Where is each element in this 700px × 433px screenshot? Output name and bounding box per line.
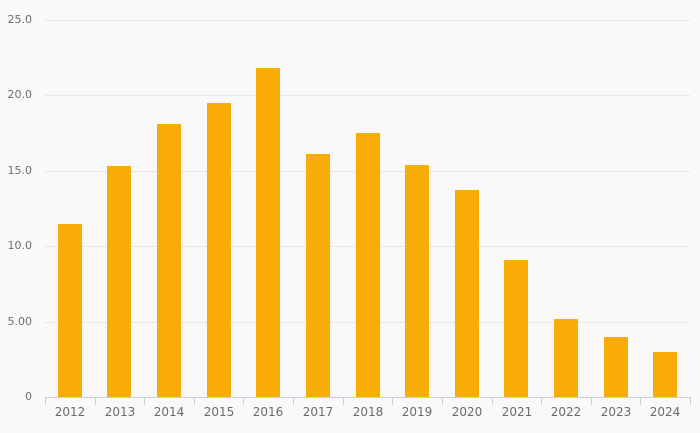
x-axis-tick: [492, 397, 493, 405]
x-axis-category-label: 2012: [54, 405, 86, 419]
x-axis-tick: [442, 397, 443, 405]
bar-2022[interactable]: [554, 319, 578, 397]
bar-2019[interactable]: [405, 165, 429, 397]
y-axis-tick-label: 10.0: [7, 239, 33, 252]
x-axis-tick: [45, 397, 46, 405]
bar-2016[interactable]: [256, 68, 280, 397]
x-axis-category-label: 2023: [600, 405, 632, 419]
x-axis-category-label: 2014: [153, 405, 185, 419]
y-axis-tick-label: 15.0: [7, 164, 33, 177]
bar-2015[interactable]: [207, 103, 231, 397]
x-axis-tick: [343, 397, 344, 405]
bar-2014[interactable]: [157, 124, 181, 397]
bar-2023[interactable]: [604, 337, 628, 397]
x-axis-category-label: 2020: [451, 405, 483, 419]
x-axis-category-label: 2022: [550, 405, 582, 419]
bar-2013[interactable]: [107, 166, 131, 397]
gridline-25.0: [45, 20, 690, 21]
y-axis-tick-label: 25.0: [7, 13, 33, 26]
bar-2020[interactable]: [455, 190, 479, 397]
bar-2021[interactable]: [504, 260, 528, 397]
y-axis-tick-label: 5.00: [7, 315, 33, 328]
gridline-20.0: [45, 95, 690, 96]
x-axis-tick: [194, 397, 195, 405]
x-axis-line: [45, 397, 691, 398]
y-axis-tick-label: 0: [25, 390, 32, 403]
x-axis-tick: [690, 397, 691, 405]
bar-2012[interactable]: [58, 224, 82, 397]
bar-2018[interactable]: [356, 133, 380, 397]
x-axis-tick: [95, 397, 96, 405]
x-axis-tick: [144, 397, 145, 405]
x-axis-category-label: 2024: [649, 405, 681, 419]
x-axis-tick: [392, 397, 393, 405]
x-axis-tick: [293, 397, 294, 405]
y-axis-tick-label: 20.0: [7, 88, 33, 101]
x-axis-category-label: 2015: [203, 405, 235, 419]
x-axis-category-label: 2019: [401, 405, 433, 419]
x-axis-tick: [591, 397, 592, 405]
x-axis-category-label: 2018: [352, 405, 384, 419]
x-axis-tick: [243, 397, 244, 405]
x-axis-tick: [541, 397, 542, 405]
x-axis-tick: [640, 397, 641, 405]
bar-2017[interactable]: [306, 154, 330, 397]
bar-2024[interactable]: [653, 352, 677, 397]
x-axis-category-label: 2016: [252, 405, 284, 419]
x-axis-category-label: 2017: [302, 405, 334, 419]
x-axis-category-label: 2013: [104, 405, 136, 419]
x-axis-category-label: 2021: [501, 405, 533, 419]
